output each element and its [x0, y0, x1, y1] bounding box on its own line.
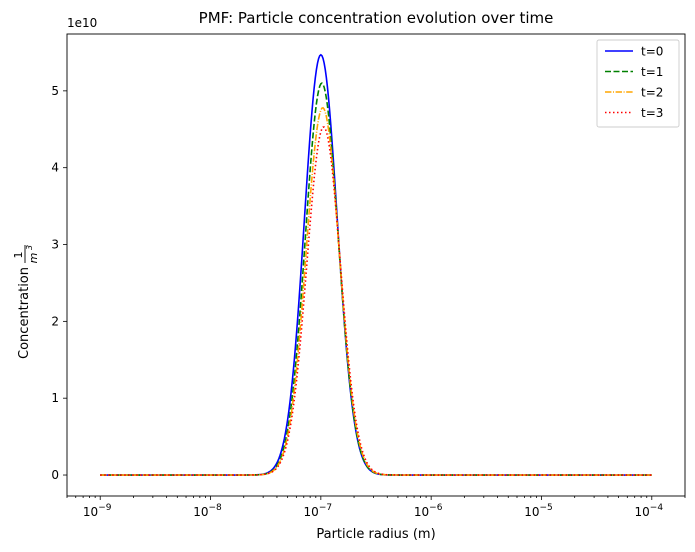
- x-tick-label: 10−4: [635, 503, 664, 519]
- axes-border: [66, 33, 686, 497]
- y-tick-label: 5: [51, 84, 59, 98]
- y-offset-label: 1e10: [67, 16, 97, 30]
- legend-label-t0: t=0: [641, 45, 663, 59]
- x-axis-label: Particle radius (m): [316, 527, 435, 542]
- y-axis-label-denominator-base: m: [27, 253, 40, 264]
- chart-title: PMF: Particle concentration evolution ov…: [199, 9, 554, 27]
- legend-label-t1: t=1: [641, 65, 663, 79]
- x-tick-label: 10−5: [524, 503, 553, 519]
- y-axis-ticks: 0 1 2 3 4 5: [51, 84, 67, 482]
- y-axis-label: Concentration 1 m 3: [12, 245, 40, 359]
- y-tick-label: 4: [51, 161, 59, 175]
- x-tick-label: 10−7: [304, 503, 333, 519]
- axes-frame: [66, 33, 686, 497]
- legend-box: [596, 39, 680, 128]
- x-tick-label-base: 10: [193, 505, 208, 519]
- y-tick-label: 2: [51, 314, 59, 328]
- series-line-t2: [100, 106, 652, 476]
- y-axis-label-prefix: Concentration: [17, 267, 32, 359]
- x-tick-label-base: 10: [635, 505, 650, 519]
- legend-label-t2: t=2: [641, 86, 663, 100]
- y-axis-label-denominator-exp: 3: [25, 245, 34, 250]
- plot-area: [100, 53, 652, 476]
- x-tick-label-base: 10: [304, 505, 319, 519]
- legend-label-t3: t=3: [641, 106, 663, 120]
- y-tick-label: 0: [51, 468, 59, 482]
- x-tick-label-base: 10: [83, 505, 98, 519]
- y-axis-label-denominator: m: [27, 253, 40, 264]
- x-tick-label-base: 10: [524, 505, 539, 519]
- x-tick-label-exponent: −7: [319, 503, 332, 513]
- x-tick-label-exponent: −4: [650, 503, 664, 513]
- x-axis-ticks: 10−9 10−8 10−7 10−6 10−5 10−4: [66, 496, 686, 519]
- x-tick-label-exponent: −6: [429, 503, 443, 513]
- x-tick-label-exponent: −5: [539, 503, 552, 513]
- legend: t=0 t=1 t=2 t=3: [596, 39, 680, 128]
- y-tick-label: 3: [51, 238, 59, 252]
- y-axis-label-numerator: 1: [12, 252, 25, 259]
- x-tick-label-exponent: −9: [98, 503, 112, 513]
- x-tick-label-exponent: −8: [209, 503, 223, 513]
- y-tick-label: 1: [51, 391, 59, 405]
- x-tick-label-base: 10: [414, 505, 429, 519]
- x-tick-label: 10−6: [414, 503, 443, 519]
- x-tick-label: 10−8: [193, 503, 222, 519]
- x-tick-label: 10−9: [83, 503, 112, 519]
